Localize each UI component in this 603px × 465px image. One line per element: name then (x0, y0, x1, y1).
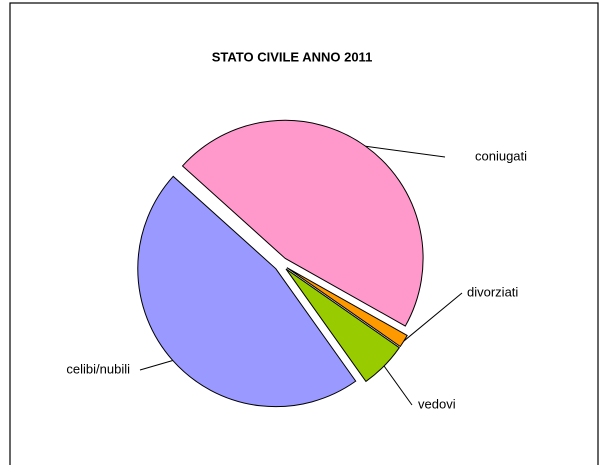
pie-slice (181, 119, 424, 327)
leader-line (403, 292, 463, 342)
leader-line (365, 145, 446, 158)
pie-slice (137, 175, 357, 408)
leader-line (383, 365, 413, 406)
pie-slice (286, 267, 408, 348)
slice-label: coniugati (475, 148, 527, 163)
slice-label: vedovi (418, 396, 456, 411)
chart-title: STATO CIVILE ANNO 2011 (212, 49, 373, 64)
slice-label: celibi/nubili (66, 361, 130, 376)
slice-label: divorziati (467, 284, 518, 299)
pie-slice (285, 268, 400, 383)
leader-line (139, 359, 173, 371)
